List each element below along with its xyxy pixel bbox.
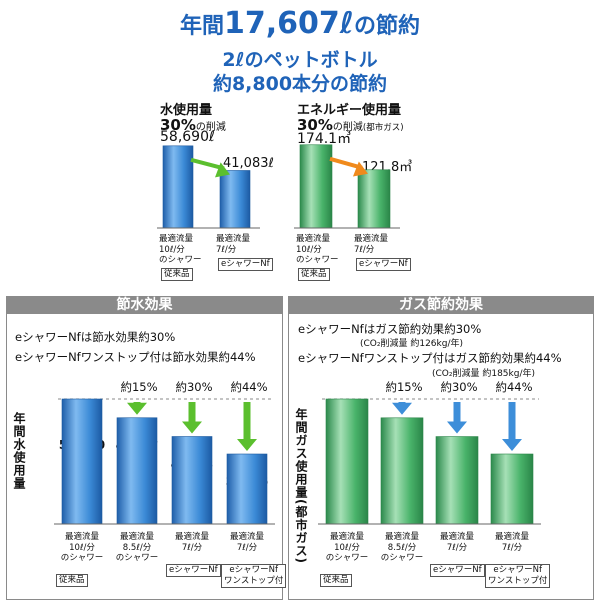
gas-panel-bar-1 (380, 417, 424, 525)
water-section-title: 節水効果 (6, 296, 283, 314)
water-panel-bar-1 (116, 417, 158, 525)
water-panel-tag-0: 従来品 (56, 574, 88, 587)
water-top-arrow-head (215, 162, 230, 178)
water-panel-category-0: 最適流量 10ℓ/分 のシャワー (60, 532, 104, 563)
gas-panel-category-3: 最適流量 7ℓ/分 (494, 532, 529, 553)
water-reduction-pct: 30% (160, 116, 196, 134)
gas-panel-category-2: 最適流量 7ℓ/分 (439, 532, 474, 553)
water-top-tag-1: eシャワーNf (218, 258, 273, 271)
water-top-bar-0 (162, 145, 194, 229)
water-top-category-1: 最適流量 7ℓ/分 (216, 234, 251, 255)
gas-note-co2-2: (CO₂削減量 約185kg/年) (432, 369, 535, 379)
water-top-bar-1 (219, 170, 251, 229)
gas-panel-reduction-3: 約44% (495, 380, 533, 394)
water-note-2: eシャワーNfワンストップ付は節水効果約44% (15, 350, 256, 364)
gas-panel-tag-2: eシャワーNf (430, 564, 485, 577)
water-panel-category-1: 最適流量 8.5ℓ/分 のシャワー (115, 532, 159, 563)
water-axis-label: 年間水使用量 (12, 412, 26, 490)
gas-panel-arrow-2 (447, 402, 467, 434)
headline-value: 17,607ℓ (224, 6, 354, 41)
headline-bottle-count: 約8,800本分の節約 (212, 73, 388, 95)
water-top-arrow-shaft (190, 157, 225, 171)
headline-savings: 年間17,607ℓの節約 (0, 6, 600, 41)
gas-axis-label: 年間ガス使用量(都市ガス) (294, 408, 308, 564)
water-panel-reduction-1: 約15% (120, 380, 158, 394)
gas-panel-tag-3: eシャワーNf ワンストップ付 (485, 564, 551, 588)
water-panel-reduction-3: 約44% (230, 380, 268, 394)
water-panel-category-2: 最適流量 7ℓ/分 (174, 532, 209, 553)
water-reduction-text: の削減 (195, 122, 226, 133)
water-reduction: 30%の削減 (160, 116, 226, 134)
gas-panel-reduction-2: 約30% (440, 380, 478, 394)
water-panel-bar-2 (171, 436, 213, 525)
energy-top-arrow-shaft (329, 156, 363, 170)
energy-top-category-1: 最適流量 7ℓ/分 (354, 234, 389, 255)
energy-top-arrow-head (352, 161, 368, 177)
water-panel-bar-3 (226, 453, 268, 525)
gas-panel-bar-2 (435, 436, 479, 525)
water-panel-tag-2: eシャワーNf (166, 564, 221, 577)
gas-panel-category-1: 最適流量 8.5ℓ/分 のシャワー (380, 532, 424, 563)
gas-panel-bar-0 (325, 398, 369, 525)
water-panel-tag-3: eシャワーNf ワンストップ付 (221, 564, 287, 588)
gas-note-1: eシャワーNfはガス節約効果約30% (298, 322, 482, 336)
energy-top-bar-1 (357, 169, 391, 229)
water-panel-category-3: 最適流量 7ℓ/分 (229, 532, 264, 553)
gas-section-title: ガス節約効果 (288, 296, 594, 314)
energy-top-tag-1: eシャワーNf (356, 258, 411, 271)
gas-panel-tag-0: 従来品 (320, 574, 352, 587)
headline-bottle: 2ℓのペットボトル (222, 49, 378, 71)
water-panel-bar-0 (61, 398, 103, 525)
headline-suffix: の節約 (353, 14, 420, 39)
water-top-value-label-1: 41,083ℓ (223, 156, 274, 172)
energy-top-value-label-0: 174.1㎥ (297, 130, 352, 147)
headline-prefix: 年間 (180, 14, 225, 39)
energy-reduction-note: (都市ガス) (362, 123, 404, 133)
water-panel-arrow-3 (237, 402, 257, 452)
gas-panel-category-0: 最適流量 10ℓ/分 のシャワー (325, 532, 369, 563)
energy-top-category-0: 最適流量 10ℓ/分 のシャワー (296, 234, 339, 265)
water-top-value-label-0: 58,690ℓ (160, 128, 215, 145)
energy-top-tag-0: 従来品 (298, 268, 330, 281)
water-top-tag-0: 従来品 (161, 268, 193, 281)
gas-panel-arrow-3 (502, 402, 522, 451)
gas-panel-bar-3 (490, 453, 534, 525)
energy-reduction-pct: 30% (297, 116, 333, 134)
energy-reduction: 30%の削減(都市ガス) (297, 116, 404, 134)
water-panel-arrow-1 (127, 402, 147, 415)
water-panel-arrow-2 (182, 402, 202, 434)
gas-panel-reduction-1: 約15% (385, 380, 423, 394)
water-panel-reduction-2: 約30% (175, 380, 213, 394)
energy-usage-label: エネルギー使用量 (297, 103, 402, 118)
water-usage-label: 水使用量 (160, 103, 213, 118)
energy-reduction-text: の削減 (332, 122, 363, 133)
gas-note-co2-1: (CO₂削減量 約126kg/年) (360, 339, 463, 349)
gas-note-2: eシャワーNfワンストップ付はガス節約効果約44% (298, 351, 562, 365)
water-note-1: eシャワーNfは節水効果約30% (15, 330, 176, 344)
gas-panel-arrow-1 (392, 402, 412, 415)
energy-top-bar-0 (299, 144, 333, 229)
water-top-category-0: 最適流量 10ℓ/分 のシャワー (159, 234, 202, 265)
